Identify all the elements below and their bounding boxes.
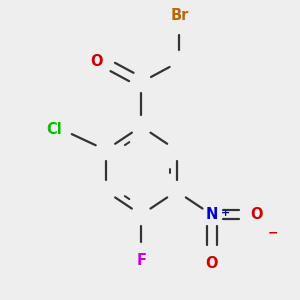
Text: O: O: [206, 256, 218, 271]
Text: O: O: [250, 207, 262, 222]
Text: Br: Br: [170, 8, 189, 23]
Text: −: −: [268, 226, 278, 240]
Text: O: O: [90, 54, 103, 69]
Text: Cl: Cl: [46, 122, 62, 137]
Text: F: F: [136, 253, 146, 268]
Text: N: N: [206, 207, 218, 222]
Text: +: +: [221, 208, 230, 218]
